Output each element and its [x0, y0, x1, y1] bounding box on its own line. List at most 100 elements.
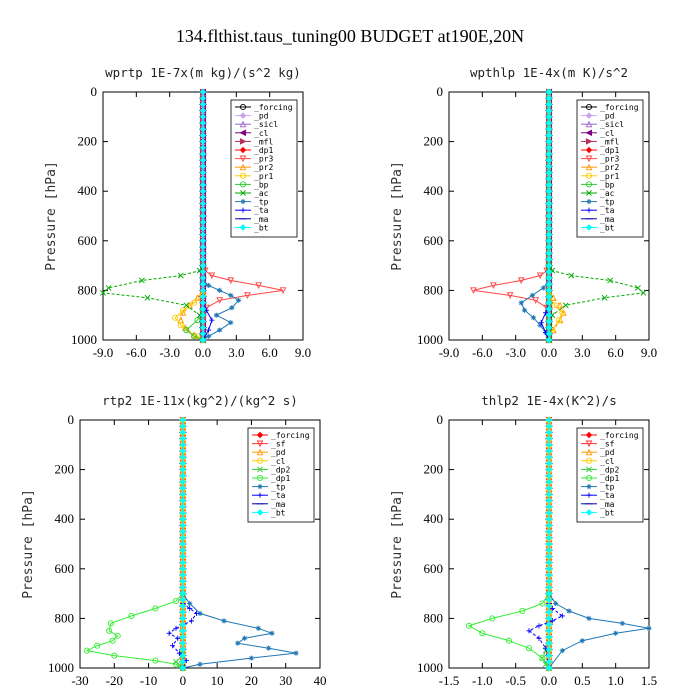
y-tick-label: 600: [424, 233, 444, 248]
legend-marker: [585, 431, 593, 439]
y-tick-label: 0: [91, 84, 98, 99]
data-point: [179, 546, 187, 554]
data-point: [235, 640, 241, 646]
series-bt: [179, 416, 187, 672]
data-point: [179, 478, 187, 486]
legend-marker: [239, 181, 247, 188]
data-point: [227, 277, 235, 285]
legend-entry: _pr2: [600, 163, 619, 172]
x-tick-label: -1.0: [472, 673, 493, 688]
legend-entry: _pd: [600, 112, 615, 121]
legend: _forcing_sf_pd_cl_dp2_dp1_tp_ta_ma_bt: [247, 427, 315, 523]
data-point: [177, 322, 184, 329]
data-point: [199, 163, 207, 170]
y-tick-label: 600: [55, 561, 75, 576]
data-point: [199, 156, 207, 164]
data-point: [199, 262, 207, 269]
legend-marker: [585, 146, 593, 154]
data-point: [213, 312, 219, 318]
data-point: [529, 292, 535, 298]
legend-entry: _sicl: [254, 120, 278, 129]
data-point: [199, 293, 207, 300]
data-point: [545, 621, 553, 628]
data-point: [138, 277, 145, 284]
data-point: [545, 460, 553, 467]
x-tick-label: 3.0: [574, 345, 590, 360]
data-point: [545, 639, 553, 647]
x-tick-label: -0.5: [505, 673, 526, 688]
data-point: [229, 305, 235, 311]
legend-entry: _pd: [600, 448, 615, 457]
data-point: [179, 633, 187, 641]
data-point: [545, 249, 553, 257]
data-point: [545, 299, 553, 307]
legend-entry: _tp: [600, 198, 615, 207]
data-point: [199, 249, 207, 257]
data-point: [199, 274, 207, 282]
y-tick-label: 400: [424, 183, 444, 198]
data-point: [152, 605, 159, 612]
data-point: [187, 605, 193, 612]
legend-entry: _cl: [254, 129, 269, 138]
data-point: [179, 484, 187, 492]
data-point: [545, 156, 553, 164]
data-point: [465, 622, 473, 629]
data-point: [179, 596, 187, 604]
legend-marker: [586, 492, 592, 498]
legend-marker: [585, 457, 593, 464]
series-line: [548, 295, 563, 341]
data-point: [199, 268, 207, 276]
data-point: [556, 301, 564, 309]
legend-marker: [257, 466, 263, 473]
data-point: [199, 318, 207, 325]
legend-marker: [257, 492, 263, 498]
data-point: [545, 453, 553, 461]
legend-marker: [256, 509, 264, 516]
data-point: [179, 416, 187, 424]
y-tick-label: 0: [437, 412, 444, 427]
data-point: [545, 658, 553, 666]
data-point: [545, 94, 553, 102]
data-point: [199, 88, 207, 96]
series-tp: [546, 591, 652, 671]
data-point: [199, 94, 207, 102]
series-pr3: [199, 262, 287, 344]
data-point: [545, 287, 553, 294]
series-line: [174, 295, 204, 341]
data-point: [549, 605, 555, 612]
data-point: [197, 610, 203, 617]
series-line: [473, 265, 550, 341]
legend-marker: [586, 199, 592, 205]
data-point: [172, 314, 179, 321]
data-point: [179, 584, 187, 591]
data-point: [519, 607, 526, 615]
data-point: [579, 638, 585, 644]
data-point: [193, 610, 200, 617]
data-point: [107, 620, 114, 627]
data-point: [269, 630, 275, 636]
data-point: [540, 285, 547, 291]
data-point: [179, 652, 187, 659]
legend-entry: _pr2: [254, 163, 273, 172]
series-ac: [546, 262, 647, 343]
data-point: [568, 272, 575, 279]
data-point: [179, 466, 187, 473]
data-point: [144, 294, 151, 301]
data-point: [505, 637, 513, 644]
legend-marker: [239, 112, 247, 119]
data-point: [545, 336, 553, 344]
data-point: [179, 565, 187, 573]
data-point: [173, 625, 179, 631]
data-point: [166, 630, 172, 636]
data-point: [177, 272, 184, 279]
data-point: [536, 623, 542, 629]
data-point: [539, 600, 546, 607]
data-point: [179, 621, 187, 628]
data-point: [265, 645, 272, 651]
y-tick-label: 1000: [48, 660, 74, 675]
legend-entry: _ta: [600, 206, 615, 215]
y-tick-label: 1000: [417, 660, 443, 675]
data-point: [545, 441, 553, 449]
data-point: [545, 422, 553, 430]
